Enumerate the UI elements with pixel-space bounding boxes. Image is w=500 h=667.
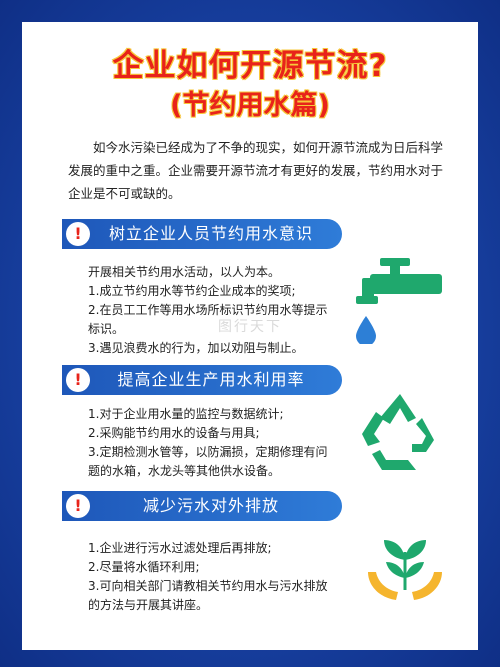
list-item: 1.企业进行污水过滤处理后再排放; [88, 541, 272, 555]
exclamation-icon: ! [66, 222, 90, 246]
list-item: 2.采购能节约用水的设备与用具; [88, 426, 260, 440]
poster-title: 企业如何开源节流? [112, 48, 388, 84]
faucet-icon [356, 258, 442, 344]
section-body-2: 1.对于企业用水量的监控与数据统计; 2.采购能节约用水的设备与用具; 3.定期… [88, 405, 328, 481]
list-item: 3.可向相关部门请教相关节约用水与污水排放的方法与开展其讲座。 [88, 579, 328, 612]
list-item: 2.尽量将水循环利用; [88, 560, 200, 574]
section-header-1: ! 树立企业人员节约用水意识 [62, 219, 342, 249]
list-item: 2.在员工工作等用水场所标识节约用水等提示标识。 [88, 303, 328, 336]
section-header-2: ! 提高企业生产用水利用率 [62, 365, 342, 395]
section-title: 提高企业生产用水利用率 [117, 370, 305, 389]
section-title: 减少污水对外排放 [142, 496, 279, 515]
list-item: 3.遇见浪费水的行为，加以劝阻与制止。 [88, 341, 304, 355]
section-title: 树立企业人员节约用水意识 [108, 224, 313, 243]
poster-card [22, 22, 478, 650]
list-item: 1.对于企业用水量的监控与数据统计; [88, 407, 284, 421]
list-item: 开展相关节约用水活动，以人为本。 [88, 265, 281, 279]
poster-subtitle: (节约用水篇) [170, 90, 330, 121]
list-item: 1.成立节约用水等节约企业成本的奖项; [88, 284, 296, 298]
plant-in-hands-icon [368, 540, 442, 600]
list-item: 3.定期检测水管等，以防漏损，定期修理有问题的水箱，水龙头等其他供水设备。 [88, 445, 328, 478]
section-body-3: 1.企业进行污水过滤处理后再排放; 2.尽量将水循环利用; 3.可向相关部门请教… [88, 539, 328, 615]
section-header-3: ! 减少污水对外排放 [62, 491, 342, 521]
exclamation-icon: ! [66, 368, 90, 392]
exclamation-icon: ! [66, 494, 90, 518]
recycle-icon [362, 394, 434, 470]
watermark: 图行天下 [218, 319, 282, 335]
section-body-1: 开展相关节约用水活动，以人为本。 1.成立节约用水等节约企业成本的奖项; 2.在… [88, 263, 328, 358]
intro-paragraph: 如今水污染已经成为了不争的现实，如何开源节流成为日后科学发展的重中之重。企业需要… [68, 140, 444, 201]
